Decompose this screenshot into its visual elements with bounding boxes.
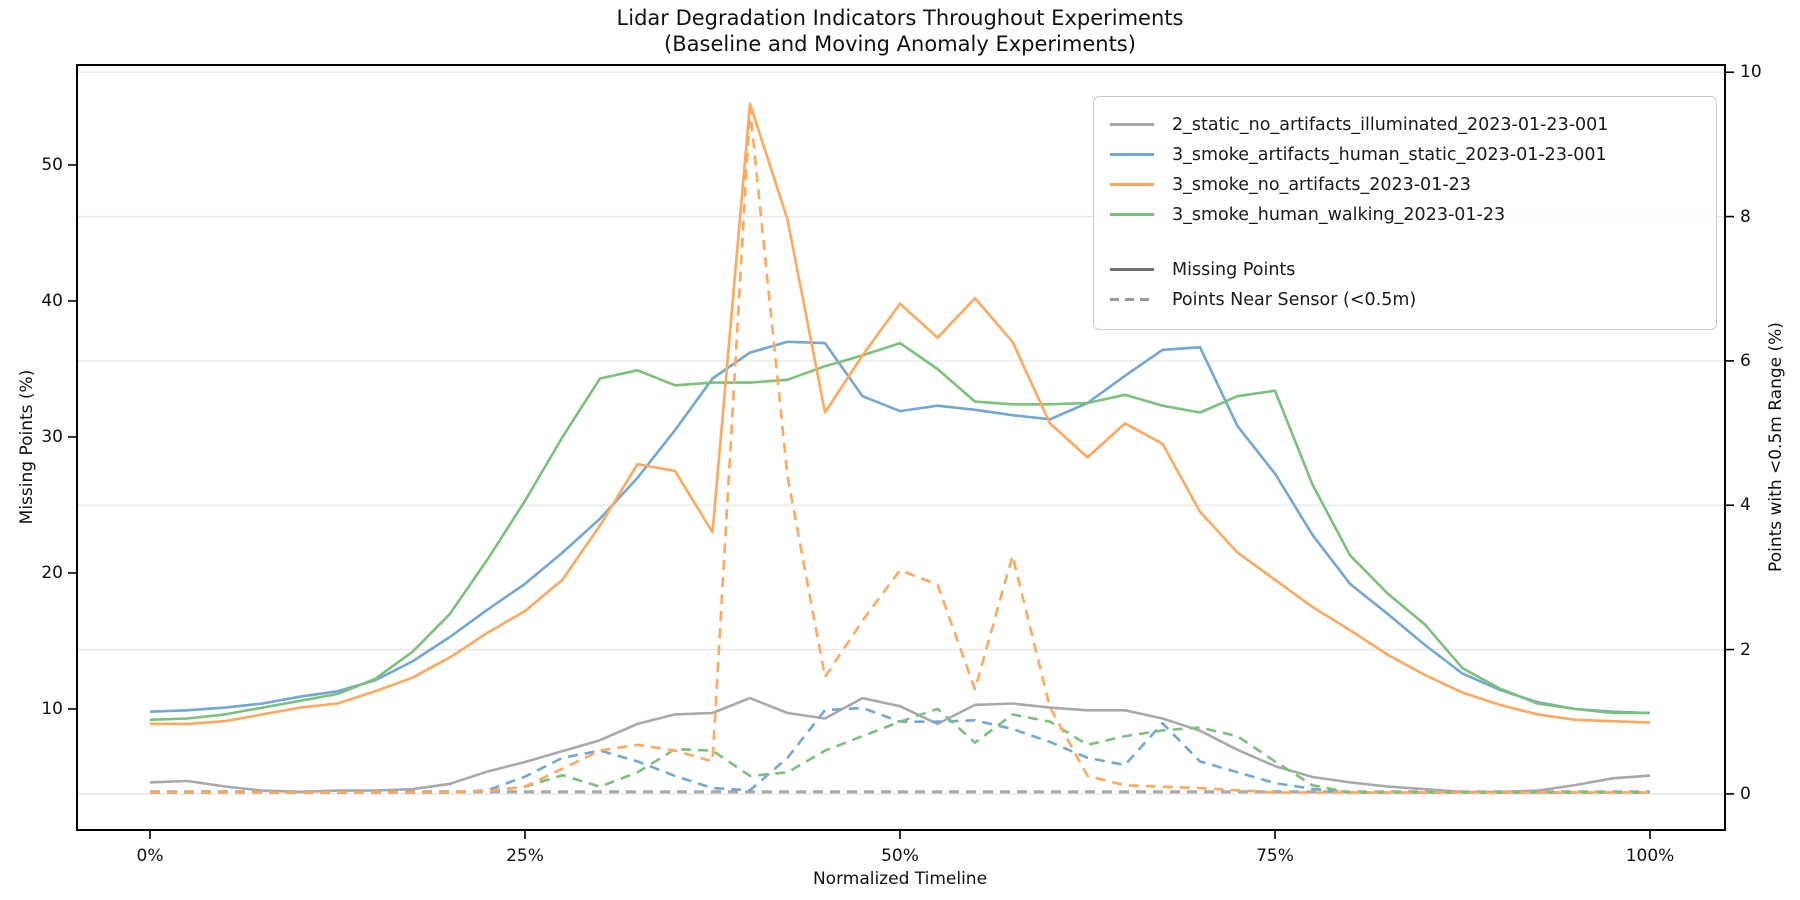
legend-item-metric-1: Points Near Sensor (<0.5m)	[1108, 287, 1702, 312]
chart-title-line1: Lidar Degradation Indicators Throughout …	[616, 6, 1184, 30]
x-axis-label: Normalized Timeline	[812, 869, 988, 889]
y-right-tick-label: 2	[1740, 639, 1751, 660]
legend-item-metric-0-label: Missing Points	[1172, 259, 1296, 280]
series-missing-points-3_smoke_no_artifacts_2023-01-23	[150, 102, 1651, 726]
solid-line-swatch-icon	[1110, 123, 1154, 126]
legend-item-experiment-3-label: 3_smoke_human_walking_2023-01-23	[1172, 204, 1506, 225]
y-right-tick-label: 8	[1740, 206, 1751, 227]
plot-frame	[76, 64, 1726, 831]
legend-item-experiment-1-label: 3_smoke_artifacts_human_static_2023-01-2…	[1172, 144, 1607, 165]
y-right-tick-label: 4	[1740, 495, 1751, 516]
y-right-tick-label: 0	[1740, 783, 1751, 804]
x-tick-label: 100%	[1625, 846, 1675, 866]
legend-item-experiment-2-label: 3_smoke_no_artifacts_2023-01-23	[1172, 174, 1471, 195]
series-missing-points-2_static_no_artifacts_illuminated_2023-01-23-001	[149, 696, 1651, 794]
legend: 2_static_no_artifacts_illuminated_2023-0…	[1093, 96, 1717, 330]
y-right-tick-label: 10	[1740, 62, 1762, 83]
series-missing-points-3_smoke_human_walking_2023-01-23	[149, 341, 1650, 722]
solid-line-swatch-icon	[1110, 268, 1154, 271]
dashed-line-swatch-icon	[1110, 298, 1154, 301]
series-missing-points-3_smoke_artifacts_human_static_2023-01-23-001	[149, 340, 1651, 715]
x-tick-label: 25%	[506, 846, 544, 866]
legend-item-experiment-0-label: 2_static_no_artifacts_illuminated_2023-0…	[1172, 114, 1609, 135]
y-left-axis-label: Missing Points (%)	[17, 369, 37, 525]
y-left-tick-label: 40	[41, 290, 63, 311]
legend-item-experiment-2: 3_smoke_no_artifacts_2023-01-23	[1108, 172, 1702, 197]
legend-item-experiment-0: 2_static_no_artifacts_illuminated_2023-0…	[1108, 112, 1702, 137]
y-left-tick-label: 30	[41, 426, 63, 447]
legend-item-metric-1-label: Points Near Sensor (<0.5m)	[1172, 289, 1417, 310]
legend-item-metric-0: Missing Points	[1108, 257, 1702, 282]
legend-item-experiment-1: 3_smoke_artifacts_human_static_2023-01-2…	[1108, 142, 1702, 167]
y-right-tick-label: 6	[1740, 350, 1751, 371]
series-near-sensor-3_smoke_human_walking_2023-01-23	[150, 707, 1650, 794]
y-left-tick-label: 10	[41, 698, 63, 719]
y-left-tick-label: 50	[41, 154, 63, 175]
x-tick-label: 75%	[1256, 846, 1294, 866]
chart-title-line2: (Baseline and Moving Anomaly Experiments…	[664, 32, 1136, 56]
legend-item-experiment-3: 3_smoke_human_walking_2023-01-23	[1108, 202, 1702, 227]
y-left-tick-label: 20	[41, 562, 63, 583]
y-right-axis-label: Points with <0.5m Range (%)	[1766, 322, 1786, 572]
solid-line-swatch-icon	[1110, 213, 1154, 216]
x-tick-label: 50%	[881, 846, 919, 866]
x-tick-label: 0%	[136, 846, 164, 866]
solid-line-swatch-icon	[1110, 183, 1154, 186]
solid-line-swatch-icon	[1110, 153, 1154, 156]
